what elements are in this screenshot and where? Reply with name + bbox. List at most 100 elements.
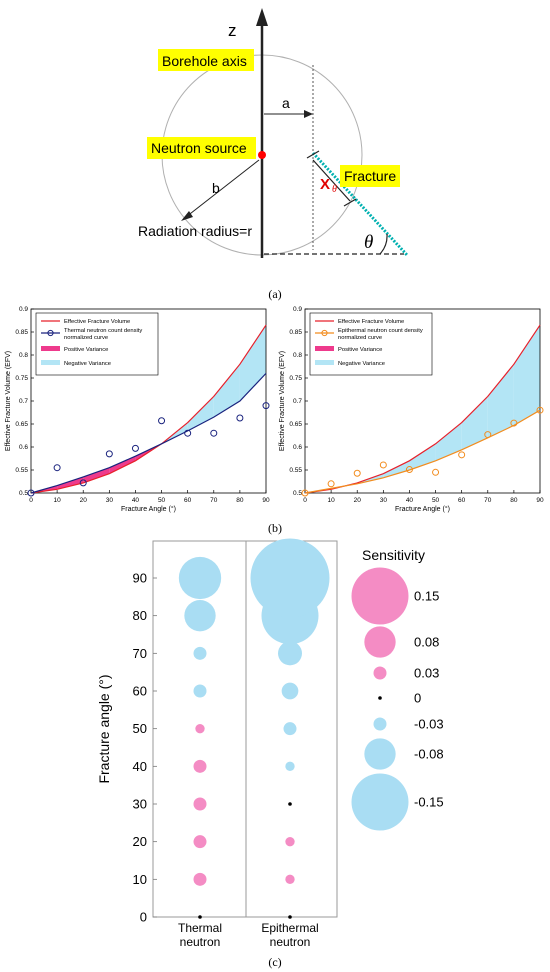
sensitivity-bubble: [193, 797, 207, 811]
fracture-label-box: [340, 165, 400, 187]
column-label-line1: Thermal: [178, 921, 222, 935]
x-tick-label: 30: [380, 497, 388, 504]
y-tick-label: 0.6: [293, 444, 302, 451]
legend-negative-label: Negative Variance: [64, 361, 111, 367]
data-point: [210, 429, 218, 437]
y-tick-label: 20: [133, 834, 147, 849]
sensitivity-bubble: [195, 724, 205, 734]
positive-variance-fill: [83, 467, 110, 483]
legend-curve-marker: [47, 329, 54, 337]
legend-positive-label: Positive Variance: [64, 347, 108, 353]
legend-label: 0.15: [414, 589, 439, 604]
negative-variance-fill: [187, 396, 214, 431]
x-tick-label: 80: [236, 497, 244, 504]
data-point: [27, 489, 35, 497]
negative-variance-fill: [383, 460, 410, 478]
x-theta-label: X: [320, 176, 330, 193]
legend-bubble: [364, 626, 396, 658]
x-theta-tick-bottom: [343, 198, 357, 207]
legend-label: -0.15: [414, 795, 444, 810]
x-axis-title: Fracture Angle (°): [121, 505, 176, 513]
y-tick-label: 30: [133, 797, 147, 812]
borehole-label-box: [158, 49, 254, 71]
legend-positive-swatch: [315, 346, 334, 351]
source-label: Neutron source: [151, 140, 247, 156]
sensitivity-bubble: [193, 872, 207, 886]
data-point: [236, 414, 244, 422]
data-point: [405, 466, 413, 474]
normalized-curve-line: [304, 409, 541, 494]
y-tick-label: 0.7: [19, 398, 28, 405]
positive-variance-fill: [109, 456, 136, 474]
y-tick-label: 60: [133, 684, 147, 699]
fracture-label: Fracture: [344, 168, 396, 184]
legend-curve-label-1: Thermal neutron count density: [64, 328, 142, 334]
x-tick-label: 40: [132, 497, 140, 504]
chart-c-sensitivity: 0 10 20 30 40 50 60 70 80 90 Fracture angle (°) The…: [96, 538, 444, 949]
panel-a-caption: (a): [268, 287, 281, 301]
legend-bubble: [351, 567, 409, 625]
x-theta-measure-line: [312, 159, 351, 202]
legend-negative-label: Negative Variance: [338, 361, 385, 367]
sensitivity-bubble: [193, 835, 207, 849]
sensitivity-bubble: [285, 874, 295, 884]
data-point: [327, 480, 335, 488]
x-tick-label: 30: [106, 497, 114, 504]
data-point: [536, 406, 544, 414]
y-axis-title: Effective Fracture Volume (EFV): [279, 351, 286, 451]
normalized-curve-line: [30, 372, 267, 494]
b-arrow-line: [185, 159, 260, 218]
x-tick-label: 70: [210, 497, 218, 504]
negative-variance-fill: [213, 364, 240, 418]
y-tick-label: 0.65: [289, 421, 302, 428]
x-tick-label: 0: [29, 497, 33, 504]
fracture-line: [311, 151, 409, 257]
x-tick-label: 40: [406, 497, 414, 504]
neutron-source-dot: [258, 151, 266, 159]
y-tick-label: 0.85: [289, 329, 302, 336]
y-axis-title: Effective Fracture Volume (EFV): [5, 351, 12, 451]
sensitivity-bubble: [193, 684, 207, 698]
source-label-box: [147, 137, 256, 159]
efv-line: [30, 324, 267, 494]
x-tick-label: 60: [458, 497, 466, 504]
x-axis-title: Fracture Angle (°): [395, 505, 450, 513]
x-tick-label: 90: [536, 497, 544, 504]
y-tick-label: 0.8: [19, 352, 28, 359]
x-tick-label: 60: [184, 497, 192, 504]
negative-variance-fill: [513, 325, 540, 426]
x-tick-label: 10: [53, 497, 61, 504]
sensitivity-bubble: [193, 759, 207, 773]
negative-variance-fill: [487, 364, 514, 438]
y-tick-label: 0.55: [15, 467, 28, 474]
y-tick-label: 0.6: [19, 444, 28, 451]
b-label: b: [212, 180, 220, 196]
x-tick-label: 10: [327, 497, 335, 504]
y-tick-label: 0.7: [293, 398, 302, 405]
y-tick-label: 70: [133, 646, 147, 661]
y-tick-label: 10: [133, 872, 147, 887]
y-tick-label: 50: [133, 721, 147, 736]
negative-variance-fill: [409, 443, 436, 470]
z-axis-label: z: [228, 21, 237, 40]
y-tick-label: 0.75: [15, 375, 28, 382]
sensitivity-bubble: [285, 761, 295, 771]
x-tick-label: 70: [484, 497, 492, 504]
y-tick-label: 40: [133, 759, 147, 774]
legend-bubble: [373, 666, 387, 680]
sensitivity-bubble: [178, 556, 222, 600]
sensitivity-bubble: [193, 646, 207, 660]
sensitivity-bubble: [184, 600, 216, 632]
panel-a-diagram: z Borehole axis a Neutron source b Radia…: [138, 8, 409, 301]
x-tick-label: 0: [303, 497, 307, 504]
sensitivity-bubble: [283, 722, 297, 736]
sensitivity-bubble: [288, 802, 292, 806]
x-tick-label: 80: [510, 497, 518, 504]
legend-efv-label: Effective Fracture Volume: [64, 319, 130, 325]
x-tick-label: 90: [262, 497, 270, 504]
legend-bubble: [364, 738, 396, 770]
negative-variance-fill: [239, 325, 266, 401]
data-point: [53, 464, 61, 472]
legend-negative-swatch: [315, 360, 334, 365]
sensitivity-bubble: [281, 682, 299, 700]
